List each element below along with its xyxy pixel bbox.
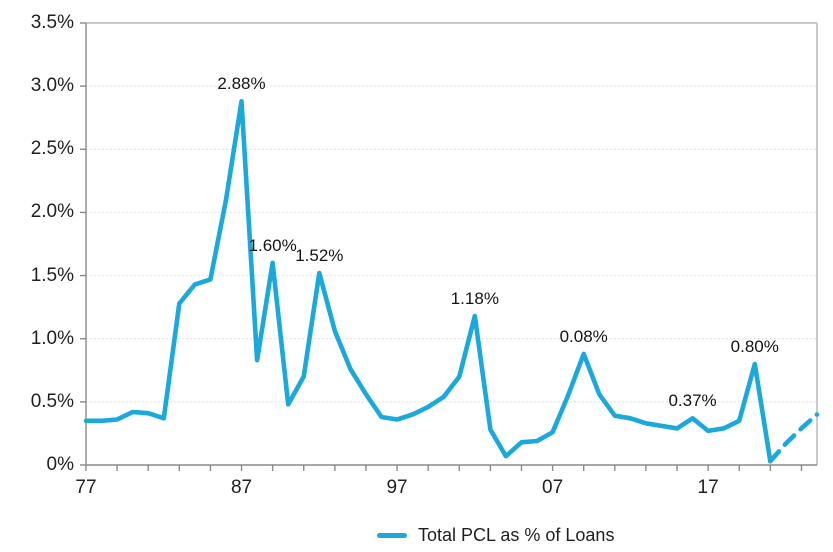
y-axis-tick-label: 1.5%: [30, 264, 74, 286]
x-axis-tick-label: 87: [230, 477, 253, 498]
x-axis-tick-label: 97: [386, 477, 408, 498]
legend-label: Total PCL as % of Loans: [418, 525, 615, 545]
data-point-label: 1.60%: [248, 235, 297, 255]
data-point-label: 1.18%: [450, 288, 499, 308]
legend-line-swatch: [377, 532, 407, 538]
y-axis-tick-label: 3.5%: [30, 12, 74, 33]
data-point-label: 0.37%: [668, 391, 717, 411]
x-axis-tick-label: 77: [75, 477, 97, 498]
x-axis-tick-label: 07: [542, 477, 564, 498]
x-axis-tick-label: 17: [697, 477, 719, 498]
y-axis-tick-label: 3.0%: [30, 75, 74, 97]
data-point-label: 1.52%: [295, 246, 344, 266]
pcl-line-solid: [83, 99, 773, 464]
y-axis-tick-label: 1.0%: [30, 327, 74, 349]
data-point-label: 2.88%: [217, 74, 266, 94]
data-point-label: 0.08%: [559, 326, 608, 346]
legend: Total PCL as % of Loans: [377, 524, 614, 546]
y-axis-tick-label: 2.0%: [30, 201, 74, 223]
pcl-line-dashed-forecast: [768, 412, 820, 464]
y-axis-tick-label: 0%: [46, 454, 74, 475]
data-point-label: 0.80%: [730, 336, 779, 356]
y-axis-tick-label: 2.5%: [30, 138, 74, 160]
y-axis-tick-label: 0.5%: [30, 390, 74, 412]
